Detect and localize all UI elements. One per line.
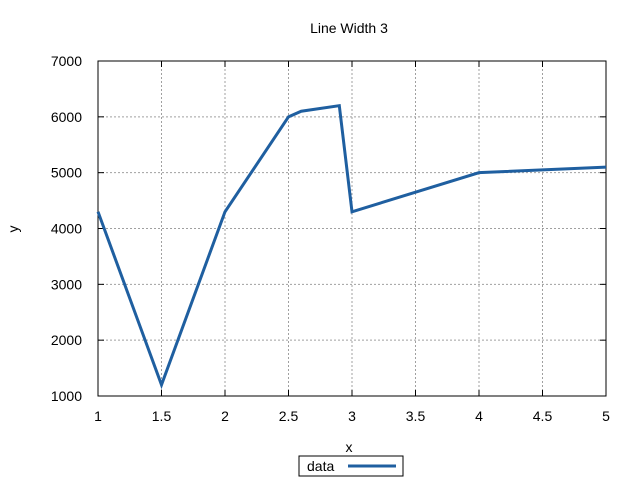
x-tick-label: 1.5: [152, 408, 172, 424]
y-tick-label: 7000: [51, 53, 82, 69]
y-tick-label: 5000: [51, 165, 82, 181]
x-tick-label: 2: [221, 408, 229, 424]
grid-lines: [98, 61, 606, 396]
x-tick-label: 3: [348, 408, 356, 424]
x-tick-label: 3.5: [406, 408, 426, 424]
y-tick-label: 2000: [51, 332, 82, 348]
axis-ticks: 1 1.5 2 2.5 3 3.5 4 4.5 5 1000 2000 3000 4000 5000 600…: [51, 53, 610, 424]
x-tick-label: 1: [94, 408, 102, 424]
x-tick-label: 2.5: [279, 408, 299, 424]
x-tick-label: 5: [602, 408, 610, 424]
chart-title: Line Width 3: [310, 20, 388, 36]
y-tick-label: 6000: [51, 109, 82, 125]
y-tick-label: 3000: [51, 276, 82, 292]
legend-label-data: data: [307, 458, 334, 474]
series-layer: [96, 103, 607, 390]
y-tick-label: 1000: [51, 388, 82, 404]
x-tick-label: 4.5: [533, 408, 553, 424]
x-tick-label: 4: [475, 408, 483, 424]
y-axis-label: y: [5, 226, 21, 233]
x-axis-label: x: [346, 439, 353, 455]
legend: data: [298, 455, 404, 477]
y-tick-label: 4000: [51, 221, 82, 237]
